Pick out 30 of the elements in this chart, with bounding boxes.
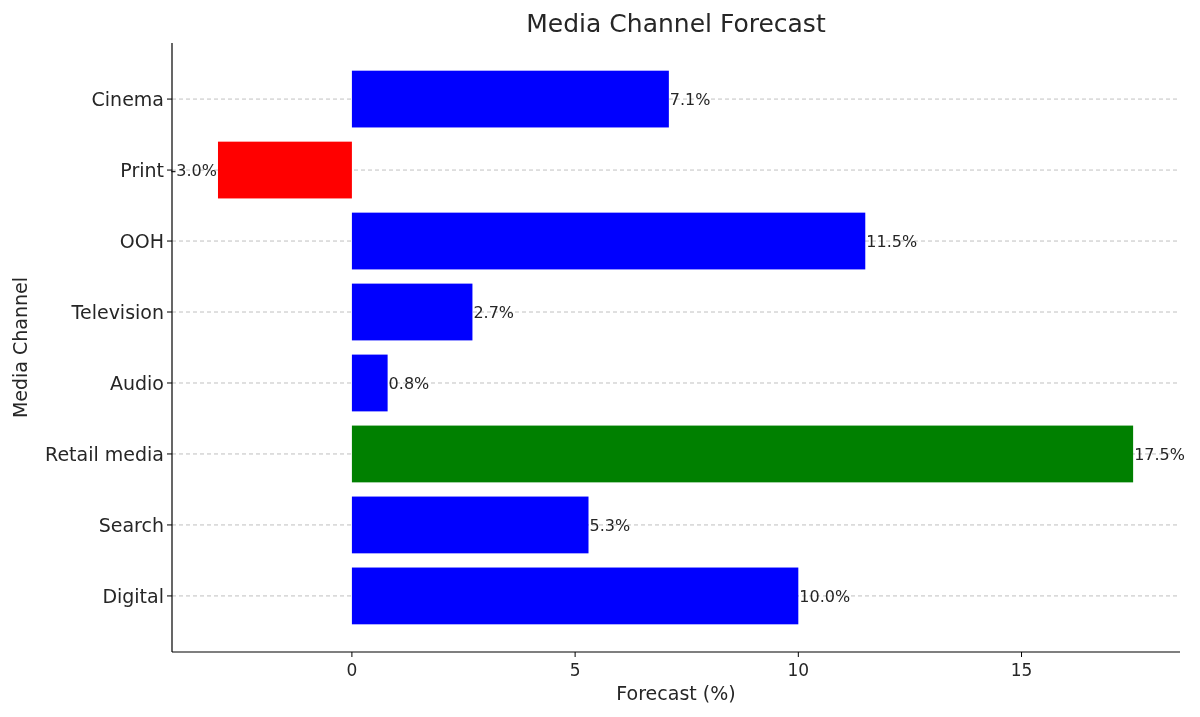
data-label: 11.5% <box>866 231 918 251</box>
x-axis-title: Forecast (%) <box>616 682 736 704</box>
y-tick-label: Print <box>120 158 164 181</box>
bar <box>351 70 669 128</box>
bar <box>351 496 589 554</box>
y-tick-label: Audio <box>109 371 164 394</box>
y-tick-label: Television <box>70 300 164 323</box>
bar <box>217 141 352 199</box>
y-tick-label: OOH <box>119 229 164 252</box>
y-tick-label: Search <box>98 513 164 536</box>
bar <box>351 212 866 270</box>
data-label: 17.5% <box>1134 444 1185 464</box>
x-tick-label: 5 <box>569 660 581 680</box>
chart-title: Media Channel Forecast <box>526 9 826 38</box>
x-tick-label: 10 <box>787 660 810 680</box>
data-label: 10.0% <box>799 586 851 606</box>
x-tick-label: 15 <box>1010 660 1033 680</box>
data-label: 5.3% <box>589 515 631 535</box>
bar <box>351 283 473 341</box>
bar <box>351 567 799 625</box>
data-label: 7.1% <box>669 89 711 109</box>
data-label: 0.8% <box>388 373 430 393</box>
data-label: 2.7% <box>473 302 515 322</box>
y-axis-title: Media Channel <box>9 276 31 419</box>
y-tick-label: Retail media <box>45 442 164 465</box>
bar <box>351 354 388 412</box>
y-tick-label: Digital <box>102 584 164 607</box>
y-tick-label: Cinema <box>91 87 164 110</box>
x-tick-label: 0 <box>346 660 358 680</box>
bar <box>351 425 1134 483</box>
